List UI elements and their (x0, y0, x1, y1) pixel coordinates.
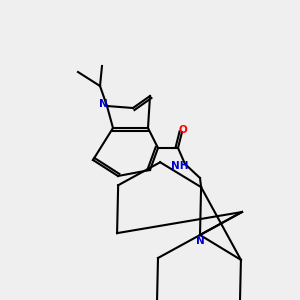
Text: N: N (196, 236, 204, 246)
Text: N: N (99, 99, 107, 109)
Text: O: O (178, 125, 188, 135)
Text: NH: NH (171, 161, 189, 171)
